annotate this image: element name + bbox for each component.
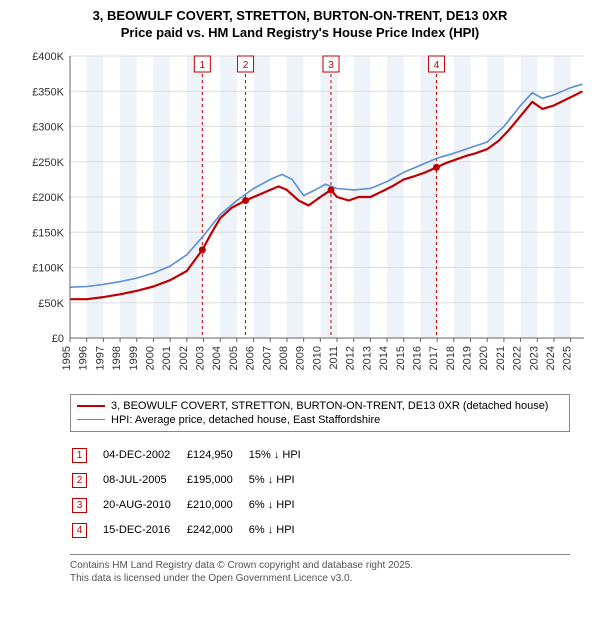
event-date: 15-DEC-2016 [103,519,185,542]
event-price: £195,000 [187,469,247,492]
svg-text:£300K: £300K [32,121,64,133]
svg-text:1999: 1999 [128,346,140,370]
svg-text:£350K: £350K [32,86,64,98]
svg-text:£250K: £250K [32,157,64,169]
svg-text:2014: 2014 [378,346,390,370]
event-row: 3 20-AUG-2010£210,0006% ↓ HPI [72,494,315,517]
svg-text:2023: 2023 [528,346,540,370]
svg-text:£150K: £150K [32,227,64,239]
event-date: 20-AUG-2010 [103,494,185,517]
svg-text:2012: 2012 [345,346,357,370]
svg-text:2008: 2008 [278,346,290,370]
event-row: 2 08-JUL-2005£195,0005% ↓ HPI [72,469,315,492]
chart-title-block: 3, BEOWULF COVERT, STRETTON, BURTON-ON-T… [12,8,588,42]
event-marker: 2 [72,473,87,488]
legend-label-1: 3, BEOWULF COVERT, STRETTON, BURTON-ON-T… [111,400,548,412]
event-date: 08-JUL-2005 [103,469,185,492]
event-delta: 6% ↓ HPI [249,519,315,542]
svg-text:2009: 2009 [295,346,307,370]
title-line-1: 3, BEOWULF COVERT, STRETTON, BURTON-ON-T… [12,8,588,25]
chart-svg: £0 £50K £100K £150K £200K £250K £300K £350K £400… [12,48,600,388]
event-row: 4 15-DEC-2016£242,0006% ↓ HPI [72,519,315,542]
svg-text:2: 2 [243,60,249,71]
event-row: 1 04-DEC-2002£124,95015% ↓ HPI [72,444,315,467]
svg-text:2006: 2006 [245,346,257,370]
event-delta: 15% ↓ HPI [249,444,315,467]
svg-text:£100K: £100K [32,262,64,274]
svg-text:2013: 2013 [361,346,373,370]
svg-text:1996: 1996 [78,346,90,370]
legend: 3, BEOWULF COVERT, STRETTON, BURTON-ON-T… [70,394,570,432]
svg-text:2010: 2010 [311,346,323,370]
svg-text:2017: 2017 [428,346,440,370]
svg-text:2015: 2015 [395,346,407,370]
svg-text:2002: 2002 [178,346,190,370]
svg-text:3: 3 [328,60,334,71]
footnote-line-2: This data is licensed under the Open Gov… [70,572,570,585]
svg-text:1998: 1998 [111,346,123,370]
svg-text:2022: 2022 [512,346,524,370]
events-table: 1 04-DEC-2002£124,95015% ↓ HPI 2 08-JUL-200… [70,442,317,544]
event-marker: 3 [72,498,87,513]
svg-text:£0: £0 [52,333,64,345]
legend-row-1: 3, BEOWULF COVERT, STRETTON, BURTON-ON-T… [77,399,563,413]
svg-text:1: 1 [200,60,206,71]
svg-text:2021: 2021 [495,346,507,370]
event-price: £242,000 [187,519,247,542]
svg-text:2000: 2000 [144,346,156,370]
svg-text:2024: 2024 [545,346,557,370]
svg-text:2016: 2016 [411,346,423,370]
event-marker: 1 [72,448,87,463]
event-price: £124,950 [187,444,247,467]
svg-text:1997: 1997 [94,346,106,370]
chart-plot: £0 £50K £100K £150K £200K £250K £300K £350K £400… [12,48,588,388]
legend-label-2: HPI: Average price, detached house, East… [111,414,380,426]
svg-text:1995: 1995 [61,346,73,370]
svg-text:2019: 2019 [462,346,474,370]
svg-text:2004: 2004 [211,346,223,370]
event-delta: 5% ↓ HPI [249,469,315,492]
title-line-2: Price paid vs. HM Land Registry's House … [12,25,588,42]
svg-text:2007: 2007 [261,346,273,370]
event-price: £210,000 [187,494,247,517]
svg-text:2011: 2011 [328,346,340,370]
svg-text:2018: 2018 [445,346,457,370]
svg-text:£400K: £400K [32,51,64,63]
legend-swatch-2 [77,419,105,420]
svg-text:2003: 2003 [195,346,207,370]
footnote-line-1: Contains HM Land Registry data © Crown c… [70,559,570,572]
chart-container: 3, BEOWULF COVERT, STRETTON, BURTON-ON-T… [0,0,600,593]
event-delta: 6% ↓ HPI [249,494,315,517]
svg-text:£50K: £50K [38,298,64,310]
svg-text:£200K: £200K [32,192,64,204]
svg-text:2025: 2025 [562,346,574,370]
svg-text:2001: 2001 [161,346,173,370]
event-date: 04-DEC-2002 [103,444,185,467]
legend-row-2: HPI: Average price, detached house, East… [77,413,563,427]
event-marker: 4 [72,523,87,538]
svg-text:2020: 2020 [478,346,490,370]
footnote: Contains HM Land Registry data © Crown c… [70,554,570,585]
legend-swatch-1 [77,405,105,407]
svg-text:4: 4 [434,60,440,71]
svg-text:2005: 2005 [228,346,240,370]
